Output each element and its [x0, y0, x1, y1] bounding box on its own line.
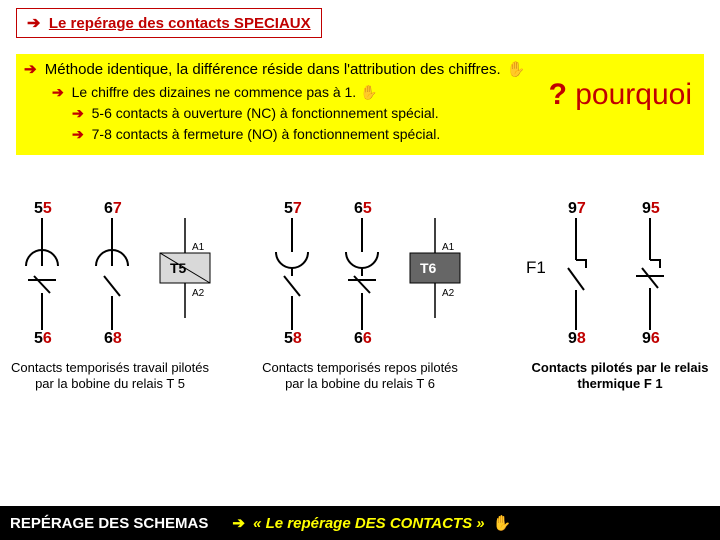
title-text: Le repérage des contacts SPECIAUX: [49, 15, 311, 32]
caption-t6: Contacts temporisés repos pilotés par la…: [260, 360, 460, 393]
svg-text:T6: T6: [420, 260, 437, 276]
contact-svg-t5: A1 T5 A2: [10, 218, 240, 348]
svg-text:A1: A1: [442, 242, 455, 253]
contact-svg-t6: A1 T6 A2: [260, 218, 490, 348]
method-text-3: 5-6 contacts à ouverture (NC) à fonction…: [92, 105, 439, 121]
terminal-57: 57: [284, 200, 302, 218]
arrow-icon: ➔: [72, 105, 84, 121]
arrow-icon: ➔: [72, 126, 84, 142]
footer-left: REPÉRAGE DES SCHEMAS: [10, 515, 208, 532]
method-text-2: Le chiffre des dizaines ne commence pas …: [72, 84, 357, 100]
method-line-4: ➔ 7-8 contacts à fermeture (NO) à foncti…: [72, 124, 696, 145]
title-box: ➔ Le repérage des contacts SPECIAUX: [16, 8, 322, 38]
method-text-1: Méthode identique, la différence réside …: [45, 61, 501, 78]
diagrams-area: 55 67 56 68 A1 T5: [0, 200, 720, 430]
svg-text:A2: A2: [192, 288, 205, 299]
pourquoi-label: ? pourquoi: [549, 78, 692, 112]
hand-icon: ✋: [507, 61, 526, 78]
arrow-icon: ➔: [27, 15, 40, 32]
contact-svg-f1: [550, 218, 710, 348]
arrow-icon: ➔: [232, 515, 245, 532]
hand-icon: ✋: [360, 84, 377, 100]
arrow-icon: ➔: [52, 84, 64, 100]
terminal-55: 55: [34, 200, 52, 218]
footer-bar: REPÉRAGE DES SCHEMAS ➔ « Le repérage DES…: [0, 506, 720, 540]
caption-t5: Contacts temporisés travail pilotés par …: [10, 360, 210, 393]
method-text-4: 7-8 contacts à fermeture (NO) à fonction…: [92, 126, 441, 142]
pourquoi-text: pourquoi: [575, 78, 692, 111]
caption-f1: Contacts pilotés par le relais thermique…: [530, 360, 710, 393]
f1-label: F1: [526, 258, 546, 278]
terminal-95: 95: [642, 200, 660, 218]
terminal-97: 97: [568, 200, 586, 218]
svg-text:A1: A1: [192, 242, 205, 253]
question-mark: ?: [549, 78, 567, 111]
terminal-67: 67: [104, 200, 122, 218]
method-box: ➔ Méthode identique, la différence résid…: [16, 54, 704, 155]
hand-icon: ✋: [493, 515, 512, 532]
footer-right: ➔ « Le repérage DES CONTACTS » ✋: [232, 514, 511, 532]
footer-right-text: « Le repérage DES CONTACTS »: [253, 515, 484, 532]
svg-text:A2: A2: [442, 288, 455, 299]
method-line-1: ➔ Méthode identique, la différence résid…: [24, 60, 696, 78]
terminal-65: 65: [354, 200, 372, 218]
arrow-icon: ➔: [24, 61, 37, 78]
